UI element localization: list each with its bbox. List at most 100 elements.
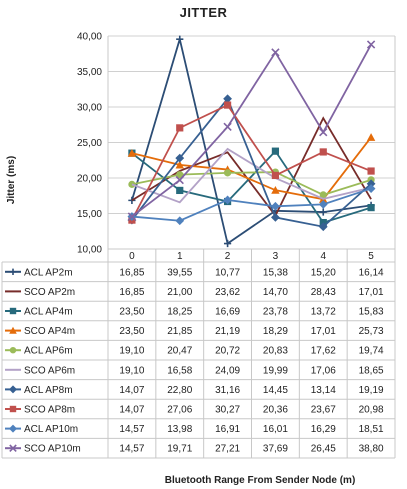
- data-label: 18,25: [167, 307, 192, 318]
- data-label: 16,29: [311, 424, 336, 435]
- series-line: [131, 136, 372, 201]
- data-label: 17,01: [359, 287, 384, 298]
- data-label: 25,73: [359, 326, 384, 337]
- data-label: 20,83: [263, 346, 288, 357]
- series-line: [131, 171, 372, 196]
- data-point-marker: [271, 201, 280, 211]
- data-point-marker: [176, 171, 184, 179]
- data-point-marker: [271, 171, 280, 180]
- data-point-marker: [319, 208, 327, 216]
- data-label: 14,70: [263, 287, 288, 298]
- data-label: 21,00: [167, 287, 192, 298]
- data-label: 16,91: [215, 424, 240, 435]
- data-label: 15,20: [311, 267, 336, 278]
- data-point-marker: [366, 133, 376, 141]
- data-point-marker: [176, 124, 184, 132]
- data-point-marker: [9, 444, 17, 452]
- data-label: 20,98: [359, 405, 384, 416]
- data-point-marker: [128, 180, 136, 188]
- data-label: 17,62: [311, 346, 336, 357]
- data-point-marker: [176, 35, 184, 43]
- data-label: 21,85: [167, 326, 192, 337]
- data-label: 20,72: [215, 346, 240, 357]
- data-label: 23,78: [263, 307, 288, 318]
- data-label: 13,14: [311, 385, 336, 396]
- legend-series-name: ACL AP8m: [24, 385, 73, 396]
- data-point-marker: [223, 169, 232, 177]
- table-row: SCO AP2m 16,85 21,00 23,62 14,70 28,43 17,01: [5, 287, 384, 298]
- data-label: 16,85: [119, 267, 144, 278]
- series-line: [131, 187, 372, 222]
- data-label: 26,45: [311, 444, 336, 455]
- data-label: 24,09: [215, 365, 240, 376]
- data-label: 14,57: [119, 424, 144, 435]
- data-label: 16,58: [167, 365, 192, 376]
- data-point-marker: [318, 199, 328, 209]
- data-point-marker: [271, 185, 280, 194]
- y-tick-label: 20,00: [77, 174, 102, 185]
- data-point-marker: [319, 191, 327, 199]
- y-tick-label: 15,00: [77, 209, 102, 220]
- table-row: ACL AP6m 19,10 20,47 20,72 20,83 17,62 19,74: [5, 346, 384, 357]
- data-label: 16,14: [359, 267, 384, 278]
- data-label: 16,01: [263, 424, 288, 435]
- data-label: 14,07: [119, 385, 144, 396]
- data-label: 19,74: [359, 346, 384, 357]
- legend-series-name: SCO AP6m: [24, 365, 75, 376]
- series-line: [131, 97, 372, 228]
- data-label: 13,98: [167, 424, 192, 435]
- series-line: [131, 44, 372, 218]
- legend-series-name: SCO AP4m: [24, 326, 75, 337]
- data-point-marker: [319, 128, 328, 137]
- data-label: 18,65: [359, 365, 384, 376]
- series-line: [131, 147, 372, 204]
- table-row: ACL AP8m 14,07 22,80 31,16 14,45 13,14 19,19: [5, 385, 384, 396]
- data-point-marker: [9, 385, 17, 394]
- x-tick-label: 1: [177, 251, 183, 262]
- y-tick-label: 25,00: [77, 138, 102, 149]
- y-tick-label: 30,00: [77, 103, 102, 114]
- data-label: 31,16: [215, 385, 240, 396]
- table-row: ACL AP10m 14,57 13,98 16,91 16,01 16,29 18,51: [5, 424, 384, 435]
- data-label: 17,01: [311, 326, 336, 337]
- series-layer: [127, 35, 376, 248]
- data-label: 18,29: [263, 326, 288, 337]
- data-label: 38,80: [359, 444, 384, 455]
- data-label: 27,21: [215, 444, 240, 455]
- data-label: 23,67: [311, 405, 336, 416]
- data-label: 17,06: [311, 365, 336, 376]
- data-point-marker: [319, 148, 327, 156]
- data-label: 16,85: [119, 287, 144, 298]
- data-label: 37,69: [263, 444, 288, 455]
- data-point-marker: [271, 213, 280, 222]
- table-row: SCO AP6m 19,10 16,58 24,09 19,99 17,06 18,65: [5, 365, 384, 376]
- data-point-marker: [175, 153, 185, 163]
- data-label: 19,71: [167, 444, 192, 455]
- data-point-marker: [127, 148, 137, 157]
- data-point-marker: [366, 179, 376, 189]
- data-label: 39,55: [167, 267, 192, 278]
- x-tick-label: 3: [273, 251, 279, 262]
- data-point-marker: [318, 222, 328, 232]
- data-point-marker: [271, 147, 280, 155]
- data-point-marker: [175, 160, 184, 169]
- data-point-marker: [9, 405, 17, 413]
- x-axis-ticks: 0 1 2 3 4 5: [129, 251, 374, 262]
- data-point-marker: [366, 40, 376, 49]
- chart-title: JITTER: [179, 5, 228, 20]
- data-point-marker: [175, 175, 184, 185]
- data-label: 18,51: [359, 424, 384, 435]
- data-point-marker: [176, 186, 184, 195]
- data-label: 28,43: [311, 287, 336, 298]
- data-label: 14,45: [263, 385, 288, 396]
- table-row: ACL AP4m 23,50 18,25 16,69 23,78 13,72 15,83: [5, 307, 384, 318]
- data-table: ACL AP2m 16,85 39,55 10,77 15,38 15,20 16,14 SC…: [1, 36, 396, 459]
- x-tick-label: 4: [320, 251, 326, 262]
- data-point-marker: [223, 239, 232, 248]
- data-label: 21,19: [215, 326, 240, 337]
- data-label: 16,69: [215, 307, 240, 318]
- data-point-marker: [223, 195, 232, 205]
- legend-series-name: SCO AP2m: [24, 287, 75, 298]
- data-label: 19,10: [119, 365, 144, 376]
